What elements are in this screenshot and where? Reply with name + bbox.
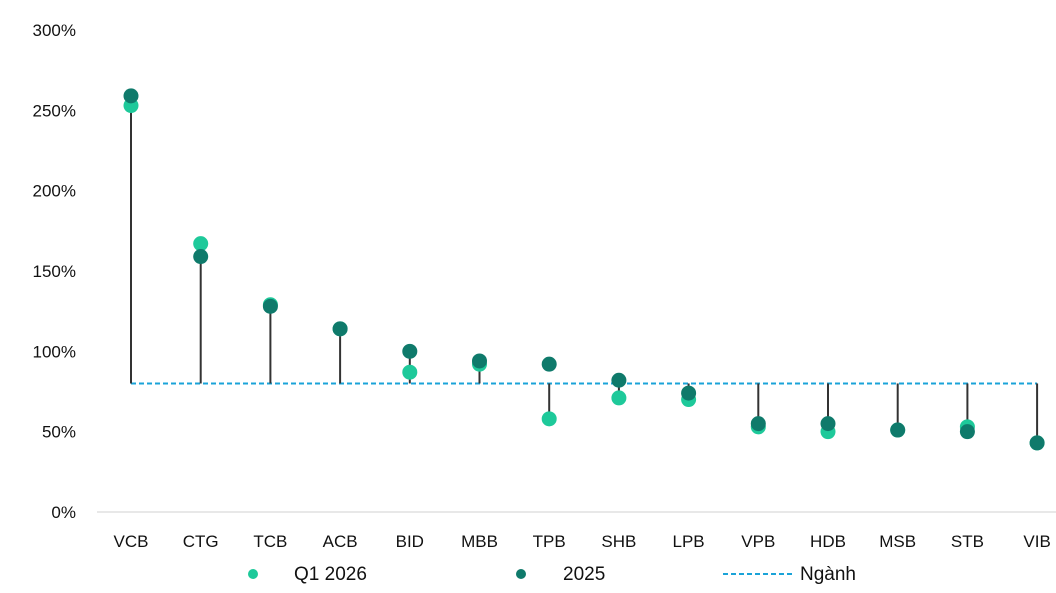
point-2025-msb [890,422,906,438]
x-tick-label: MSB [879,532,916,551]
point-2025-lpb [681,385,697,401]
x-tick-label: TPB [533,532,566,551]
legend-2025: 2025 [516,564,605,585]
y-tick-label: 250% [33,101,76,120]
legend-q1-2026: Q1 2026 [248,564,367,585]
y-axis: 0% 50% 100% 150% 200% 250% 300% [33,21,76,522]
point-2025-mbb [472,353,487,369]
legend-label: Q1 2026 [294,564,367,585]
y-tick-label: 200% [33,182,76,201]
point-2025-shb [611,372,627,388]
legend-nganh: Ngành [723,564,856,585]
x-tick-label: VPB [741,532,775,551]
x-axis: VCB CTG TCB ACB BID MBB TPB SHB LPB VPB HDB MSB STB V… [114,532,1051,551]
x-tick-label: STB [951,532,984,551]
y-tick-label: 300% [33,21,76,40]
point-2025-tcb [262,298,278,314]
legend-marker [516,569,526,579]
legend-marker [248,569,258,579]
x-tick-label: BID [396,532,424,551]
point-q1-2026-tpb [541,411,557,427]
x-tick-label: VIB [1023,532,1050,551]
legend-label: Ngành [800,564,856,585]
legend-label: 2025 [563,564,605,585]
y-tick-label: 100% [33,342,76,361]
x-tick-label: HDB [810,532,846,551]
point-2025-vib [1029,435,1045,451]
x-tick-label: SHB [601,532,636,551]
point-2025-vcb [123,88,139,104]
point-2025-ctg [193,249,209,265]
data-points [123,88,1045,451]
point-2025-acb [332,321,348,337]
point-q1-2026-bid [402,364,418,380]
x-tick-label: TCB [253,532,287,551]
point-2025-stb [959,424,975,440]
connectors [130,95,1039,443]
x-tick-label: VCB [114,532,149,551]
point-q1-2026-ctg [193,236,209,252]
x-tick-label: CTG [183,532,219,551]
point-2025-bid [402,343,418,359]
point-2025-vpb [750,416,766,432]
x-tick-label: ACB [323,532,358,551]
y-tick-label: 150% [33,262,76,281]
point-2025-tpb [541,356,557,372]
x-tick-label: MBB [461,532,498,551]
point-q1-2026-shb [611,390,627,406]
y-tick-label: 50% [42,423,76,442]
y-tick-label: 0% [51,503,76,522]
x-tick-label: LPB [673,532,705,551]
legend: Q1 2026 2025 Ngành [248,564,856,585]
point-2025-hdb [820,416,836,432]
